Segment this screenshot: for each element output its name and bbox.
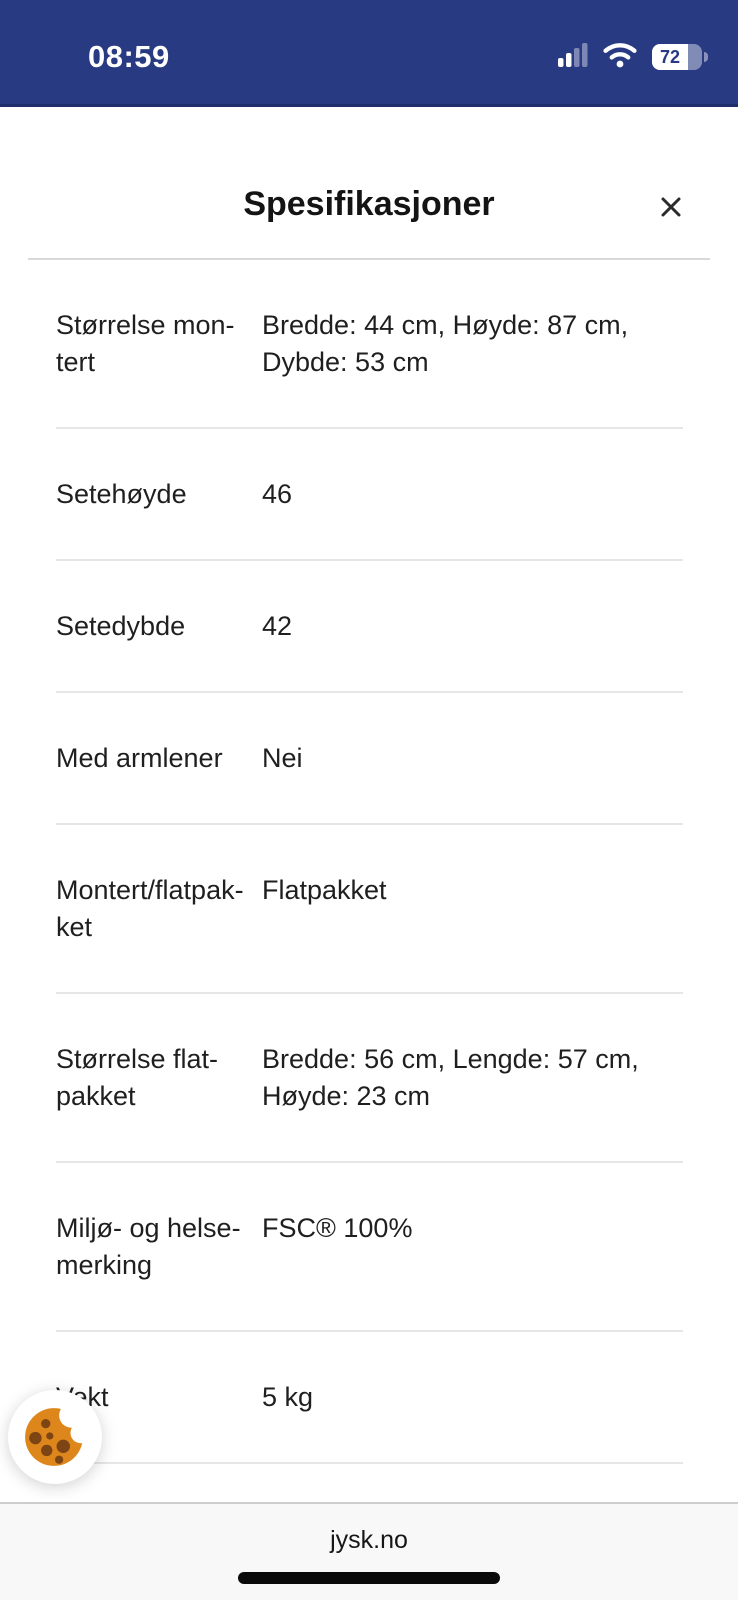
- modal-header: Spesifikasjoner: [28, 107, 710, 260]
- cellular-signal-icon: [558, 42, 588, 72]
- spec-value: Flatpakket: [262, 875, 387, 905]
- spec-value: FSC® 100%: [262, 1213, 413, 1243]
- battery-percent: 72: [652, 44, 688, 70]
- spec-row: Størrelse mon­tert Bredde: 44 cm, Høyde:…: [56, 260, 683, 429]
- spec-label: Setedybde: [56, 611, 186, 641]
- spec-value: 42: [262, 611, 293, 641]
- spec-row: Vekt 5 kg: [56, 1332, 683, 1464]
- close-icon: [659, 195, 683, 222]
- close-button[interactable]: [654, 191, 688, 225]
- spec-label: Montert/flatpak­ket: [56, 875, 244, 942]
- address-bar-url: jysk.no: [330, 1526, 408, 1554]
- status-bar: 08:59 72: [0, 0, 738, 107]
- spec-value: Bredde: 56 cm, Lengde: 57 cm, Høyde: 23 …: [262, 1044, 639, 1111]
- wifi-icon: [603, 42, 637, 73]
- spec-value: Nei: [262, 743, 303, 773]
- spec-row: Størrelse flat­pakket Bredde: 56 cm, Len…: [56, 994, 683, 1163]
- spec-value: 46: [262, 479, 293, 509]
- battery-icon: 72: [652, 44, 708, 70]
- spec-label: Størrelse mon­tert: [56, 310, 235, 377]
- spec-table: Størrelse mon­tert Bredde: 44 cm, Høyde:…: [56, 260, 683, 1464]
- browser-bottom-bar[interactable]: jysk.no: [0, 1502, 738, 1600]
- spec-label: Med armlener: [56, 743, 223, 773]
- spec-row: Montert/flatpak­ket Flatpakket: [56, 825, 683, 994]
- spec-row: Setedybde 42: [56, 561, 683, 693]
- spec-row: Miljø- og helse­merking FSC® 100%: [56, 1163, 683, 1332]
- spec-label: Setehøyde: [56, 479, 187, 509]
- spec-row: Setehøyde 46: [56, 429, 683, 561]
- cookie-icon: [22, 1402, 92, 1472]
- cookie-consent-button[interactable]: [8, 1390, 102, 1484]
- modal-title: Spesifikasjoner: [243, 185, 495, 223]
- spec-row: Med armlener Nei: [56, 693, 683, 825]
- spec-label: Miljø- og helse­merking: [56, 1213, 241, 1280]
- spec-value: Bredde: 44 cm, Høyde: 87 cm, Dybde: 53 c…: [262, 310, 629, 377]
- spec-value: 5 kg: [262, 1382, 314, 1412]
- status-time: 08:59: [88, 39, 170, 74]
- status-icons: 72: [558, 42, 708, 73]
- spec-label: Størrelse flat­pakket: [56, 1044, 219, 1111]
- home-indicator[interactable]: [238, 1572, 500, 1584]
